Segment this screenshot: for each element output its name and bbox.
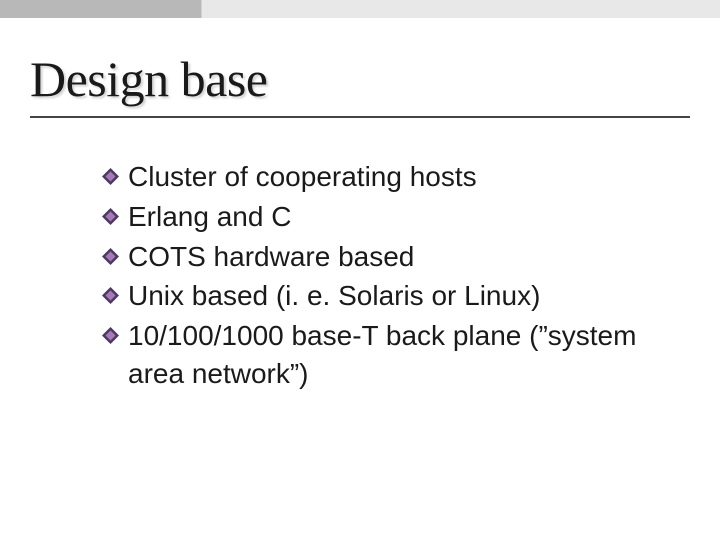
diamond-bullet-icon	[102, 287, 119, 304]
list-item: 10/100/1000 base-T back plane (”system a…	[102, 317, 690, 393]
bullet-text: 10/100/1000 base-T back plane (”system a…	[128, 320, 636, 389]
bullet-list: Cluster of cooperating hosts Erlang and …	[30, 158, 690, 393]
bullet-text: Erlang and C	[128, 201, 291, 232]
diamond-bullet-icon	[102, 248, 119, 265]
bullet-text: COTS hardware based	[128, 241, 414, 272]
slide-content: Design base Cluster of cooperating hosts…	[0, 18, 720, 425]
bullet-text: Cluster of cooperating hosts	[128, 161, 477, 192]
list-item: Cluster of cooperating hosts	[102, 158, 690, 196]
list-item: Erlang and C	[102, 198, 690, 236]
list-item: COTS hardware based	[102, 238, 690, 276]
diamond-bullet-icon	[102, 168, 119, 185]
decorative-top-bar	[0, 0, 720, 18]
slide-title: Design base	[30, 50, 690, 118]
diamond-bullet-icon	[102, 208, 119, 225]
list-item: Unix based (i. e. Solaris or Linux)	[102, 277, 690, 315]
diamond-bullet-icon	[102, 327, 119, 344]
bullet-text: Unix based (i. e. Solaris or Linux)	[128, 280, 540, 311]
